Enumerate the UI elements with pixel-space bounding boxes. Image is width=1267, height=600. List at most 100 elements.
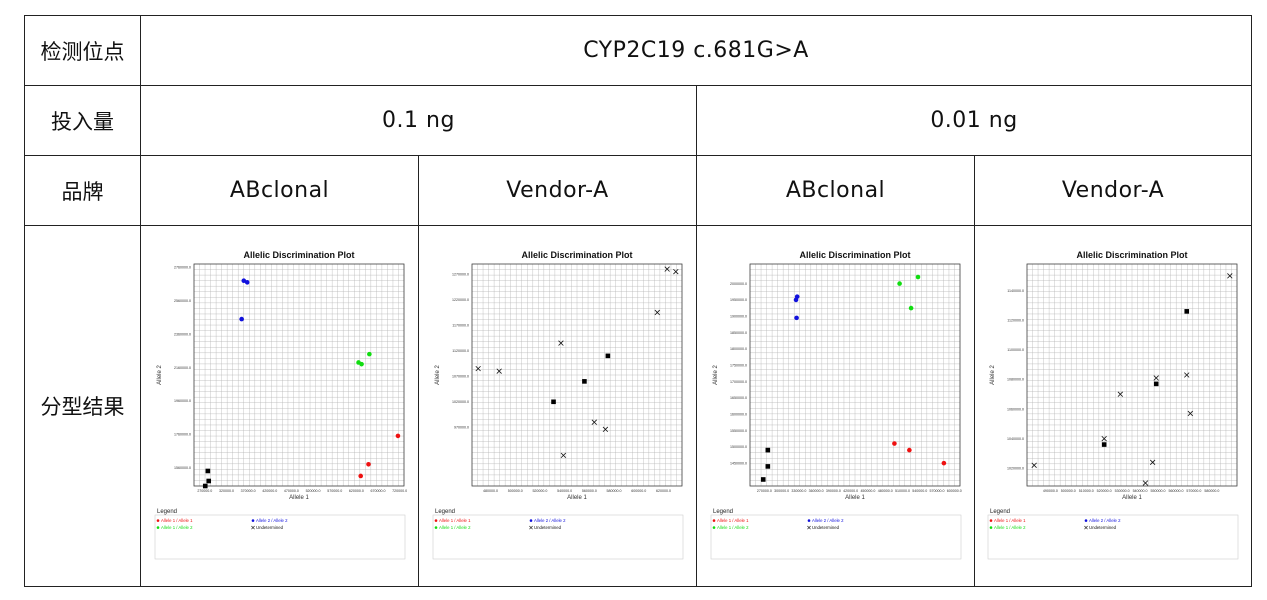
allele1-point [906,447,912,453]
x-tick-label: 360000.0 [808,489,823,493]
undetermined-point [1184,372,1190,378]
undetermined-point [602,426,608,433]
undetermined-point [474,365,481,372]
allele2-point [240,278,246,283]
plot-title: Allelic Discrimination Plot [799,250,910,260]
x-axis-label: Allele 1 [289,495,309,501]
plot-legend: Legend Allele 1 / Allele 1 Allele 2 / Alle… [432,509,683,560]
y-tick-label: 1120000.0 [1007,319,1024,323]
undetermined-point [557,340,564,346]
heterozygous-point [908,305,913,311]
x-tick-label: 330000.0 [791,489,806,493]
brand-cell-4: Vendor-A [973,155,1253,226]
undetermined-point [1187,410,1194,417]
ntc-point [1184,309,1190,314]
y-axis-label: Allele 2 [157,365,163,385]
amount-row: 投入量 0.1 ng 0.01 ng [24,85,1253,156]
x-tick-label: 540000.0 [557,489,572,493]
x-tick-label: 560000.0 [581,489,596,493]
legend-allele1-label: Allele 1 / Allele 1 [717,518,749,523]
y-tick-label: 1020000.0 [1007,467,1024,471]
x-tick-label: 570000.0 [327,489,342,493]
plot-frame [471,263,682,487]
legend-title: Legend [157,509,177,515]
y-tick-label: 2000000.0 [730,282,747,286]
legend-heterozygous-marker [989,526,993,529]
ntc-point [760,477,766,482]
undetermined-point [1142,480,1149,486]
plot-grid [193,263,404,487]
y-tick-label: 1060000.0 [1007,407,1024,411]
y-tick-label: 1600000.0 [730,412,747,416]
y-tick-label: 1960000.0 [174,399,191,403]
undetermined-point [1149,459,1156,466]
legend-allele1-marker [434,519,437,522]
x-axis-label: Allele 1 [1122,495,1142,501]
legend-allele2-marker [1084,519,1088,522]
amount-row-header: 投入量 [24,85,141,156]
plot-cell-2: Allelic Discrimination Plot 480000.0 50000… [418,225,697,587]
genotyping-results-table: 检测位点 CYP2C19 c.681G>A 投入量 0.1 ng 0.01 ng… [24,15,1253,587]
x-tick-label: 510000.0 [894,489,909,493]
brand-row-header: 品牌 [24,155,141,226]
allele2-point [793,315,799,321]
y-tick-label: 1080000.0 [1007,378,1024,382]
x-tick-label: 270000.0 [197,489,212,493]
undetermined-point [663,266,670,272]
plot-frame [1026,263,1238,487]
plot-cell-3: Allelic Discrimination Plot 270000.0 30000… [696,225,975,587]
legend-title: Legend [990,509,1010,515]
x-axis-label: Allele 1 [567,495,587,501]
y-tick-label: 1800000.0 [730,347,747,351]
y-tick-label: 1900000.0 [730,315,747,319]
x-axis-label: Allele 1 [845,495,865,501]
legend-heterozygous-marker [434,526,437,529]
brand-row: 品牌 ABclonal Vendor-A ABclonal Vendor-A [24,155,1253,226]
legend-allele2-label: Allele 2 / Allele 2 [1089,518,1121,523]
y-tick-label: 1100000.0 [1007,348,1024,352]
legend-heterozygous-label: Allele 1 / Allele 2 [994,525,1026,530]
x-tick-label: 560000.0 [1168,489,1183,493]
result-row-header: 分型结果 [24,225,141,587]
undetermined-point [672,268,679,275]
x-tick-label: 600000.0 [946,489,961,493]
plot-grid [1026,263,1238,487]
legend-allele1-marker [156,519,159,522]
legend-allele2-label: Allele 2 / Allele 2 [256,518,288,523]
legend-allele1-marker [712,519,715,522]
undetermined-point [560,452,566,459]
undetermined-point [1153,375,1159,381]
legend-heterozygous-marker [156,526,159,529]
y-tick-label: 1560000.0 [174,466,191,470]
x-tick-label: 520000.0 [305,489,320,493]
allelic-plot-1: Allelic Discrimination Plot 270000.0 32000… [154,250,407,560]
x-tick-label: 580000.0 [1204,489,1219,493]
undetermined-point [1227,273,1233,279]
legend-title: Legend [435,509,455,515]
x-tick-label: 570000.0 [929,489,944,493]
plot-frame [749,263,960,487]
heterozygous-point [896,281,902,286]
ntc-point [605,353,610,359]
plot-cell-1: Allelic Discrimination Plot 270000.0 32000… [140,225,419,587]
y-tick-label: 1120000.0 [452,349,469,353]
brand-cell-3: ABclonal [696,155,975,226]
ntc-point [202,483,208,489]
x-tick-label: 530000.0 [1115,489,1130,493]
y-tick-label: 2360000.0 [174,332,191,336]
x-tick-label: 570000.0 [1186,489,1201,493]
x-tick-label: 520000.0 [1097,489,1112,493]
y-tick-label: 1220000.0 [452,298,469,302]
allele2-point [793,297,798,303]
legend-allele2-marker [251,519,254,522]
allele1-point [365,462,371,467]
plot-grid [471,263,682,487]
x-tick-label: 470000.0 [283,489,298,493]
y-tick-label: 1700000.0 [730,380,747,384]
plot-legend: Legend Allele 1 / Allele 1 Allele 2 / Alle… [710,509,961,560]
x-tick-label: 540000.0 [912,489,927,493]
x-tick-label: 670000.0 [370,489,385,493]
brand-cell-2: Vendor-A [418,155,697,226]
plot-frame [193,263,404,487]
y-tick-label: 1760000.0 [174,433,191,437]
